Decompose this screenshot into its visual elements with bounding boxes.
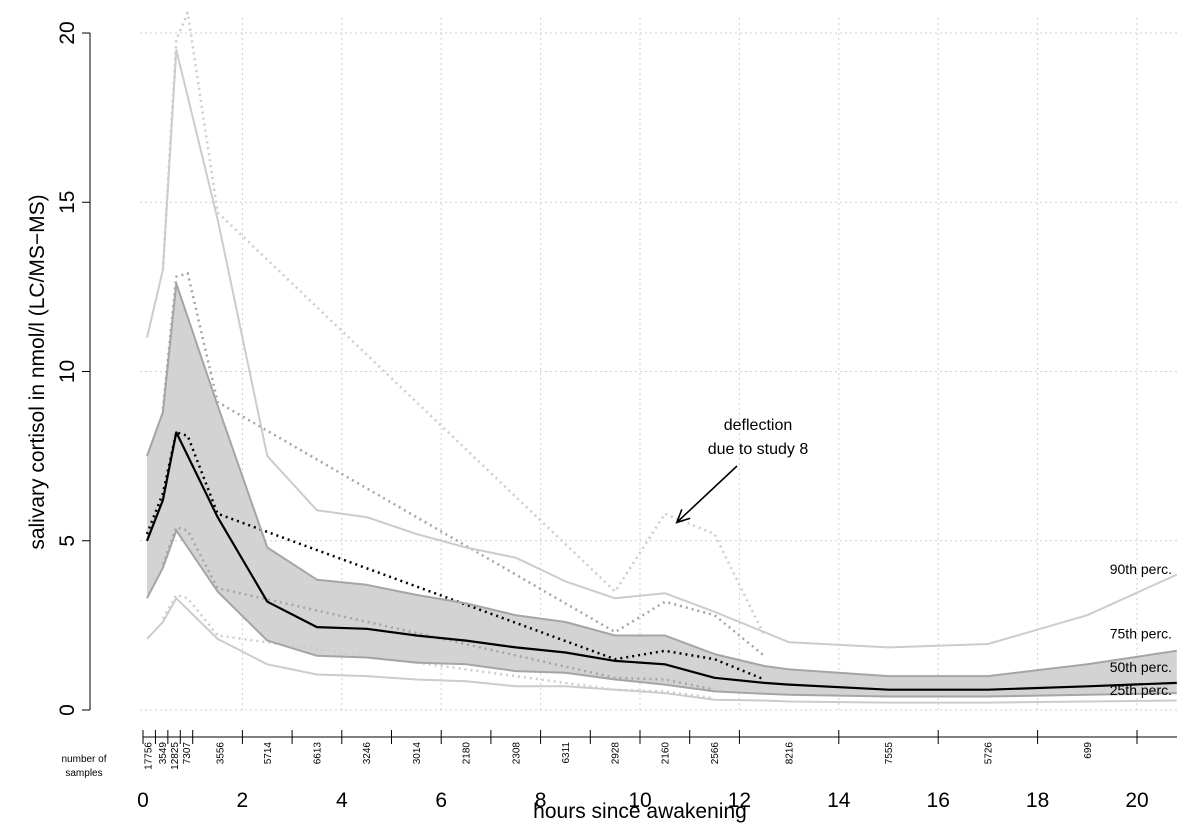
labels: hours since awakening salivary cortisol … [26, 194, 1172, 823]
series-90th-perc [146, 48, 1177, 649]
annotation-line1: deflection [724, 417, 793, 434]
percentile-label-3: 25th perc. [1110, 682, 1172, 698]
sample-count-11: 6311 [561, 742, 572, 764]
sample-count-0: 17756 [143, 742, 154, 770]
sample-count-axis: 17756 3549 12825 7307 3556 5714 6613 3246 3014 21… [142, 730, 1177, 770]
axes: 0 5 10 15 20 0 2 4 6 8 10 12 14 16 18 20 [56, 21, 1149, 812]
series-75th-perc [146, 282, 1177, 678]
series-50th-perc-dotted [145, 431, 765, 681]
sample-count-14: 2566 [710, 742, 721, 765]
sample-count-18: 699 [1083, 742, 1094, 759]
sample-count-4: 3556 [216, 742, 227, 765]
sample-count-13: 2160 [660, 742, 671, 765]
sample-count-15: 8216 [785, 742, 796, 765]
grid [140, 18, 1177, 712]
series-10th-perc [146, 597, 1177, 704]
samples-label-line2: samples [65, 768, 102, 779]
y-tick-label-4: 20 [56, 21, 79, 44]
x-tick-label-5: 10 [628, 789, 651, 812]
sample-count-5: 5714 [263, 742, 274, 765]
x-tick-label-1: 2 [237, 789, 249, 812]
x-tick-label-6: 12 [728, 789, 751, 812]
x-tick-label-3: 6 [435, 789, 447, 812]
x-tick-label-4: 8 [535, 789, 547, 812]
percentile-label-2: 50th perc. [1110, 659, 1172, 675]
percentile-label-1: 75th perc. [1110, 625, 1172, 641]
sample-count-1: 3549 [158, 742, 169, 765]
sample-count-8: 3014 [412, 742, 423, 765]
y-axis-title: salivary cortisol in nmol/l (LC/MS−MS) [26, 194, 49, 549]
y-tick-label-0: 0 [56, 704, 79, 716]
y-tick-label-2: 10 [56, 360, 79, 383]
sample-count-2: 12825 [170, 742, 181, 770]
annotation-line2: due to study 8 [708, 441, 809, 458]
sample-count-9: 2180 [462, 742, 473, 765]
y-tick-label-3: 15 [56, 191, 79, 214]
annotation-arrow-head [675, 509, 691, 524]
sample-count-6: 6613 [312, 742, 323, 765]
sample-count-10: 2308 [511, 742, 522, 765]
x-tick-label-8: 16 [927, 789, 950, 812]
series-90th-perc-dotted [161, 11, 766, 637]
series-50th-perc [145, 431, 1177, 691]
x-tick-label-9: 18 [1026, 789, 1049, 812]
samples-label-line1: number of [61, 754, 106, 765]
sample-count-7: 3246 [362, 742, 373, 765]
x-tick-label-10: 20 [1125, 789, 1148, 812]
sample-count-16: 7555 [884, 742, 895, 765]
sample-count-3: 7307 [182, 742, 193, 765]
percentile-lines [145, 11, 1177, 704]
sample-count-17: 5726 [983, 742, 994, 765]
percentile-label-0: 90th perc. [1110, 561, 1172, 577]
series-25th-perc [146, 529, 1177, 698]
x-axis-title: hours since awakening [533, 800, 747, 823]
sample-count-12: 2928 [611, 742, 622, 765]
x-tick-label-0: 0 [137, 789, 149, 812]
y-tick-label-1: 5 [56, 535, 79, 547]
x-tick-label-7: 14 [827, 789, 851, 812]
annotation-arrow-shaft [676, 465, 738, 524]
x-tick-label-2: 4 [336, 789, 348, 812]
